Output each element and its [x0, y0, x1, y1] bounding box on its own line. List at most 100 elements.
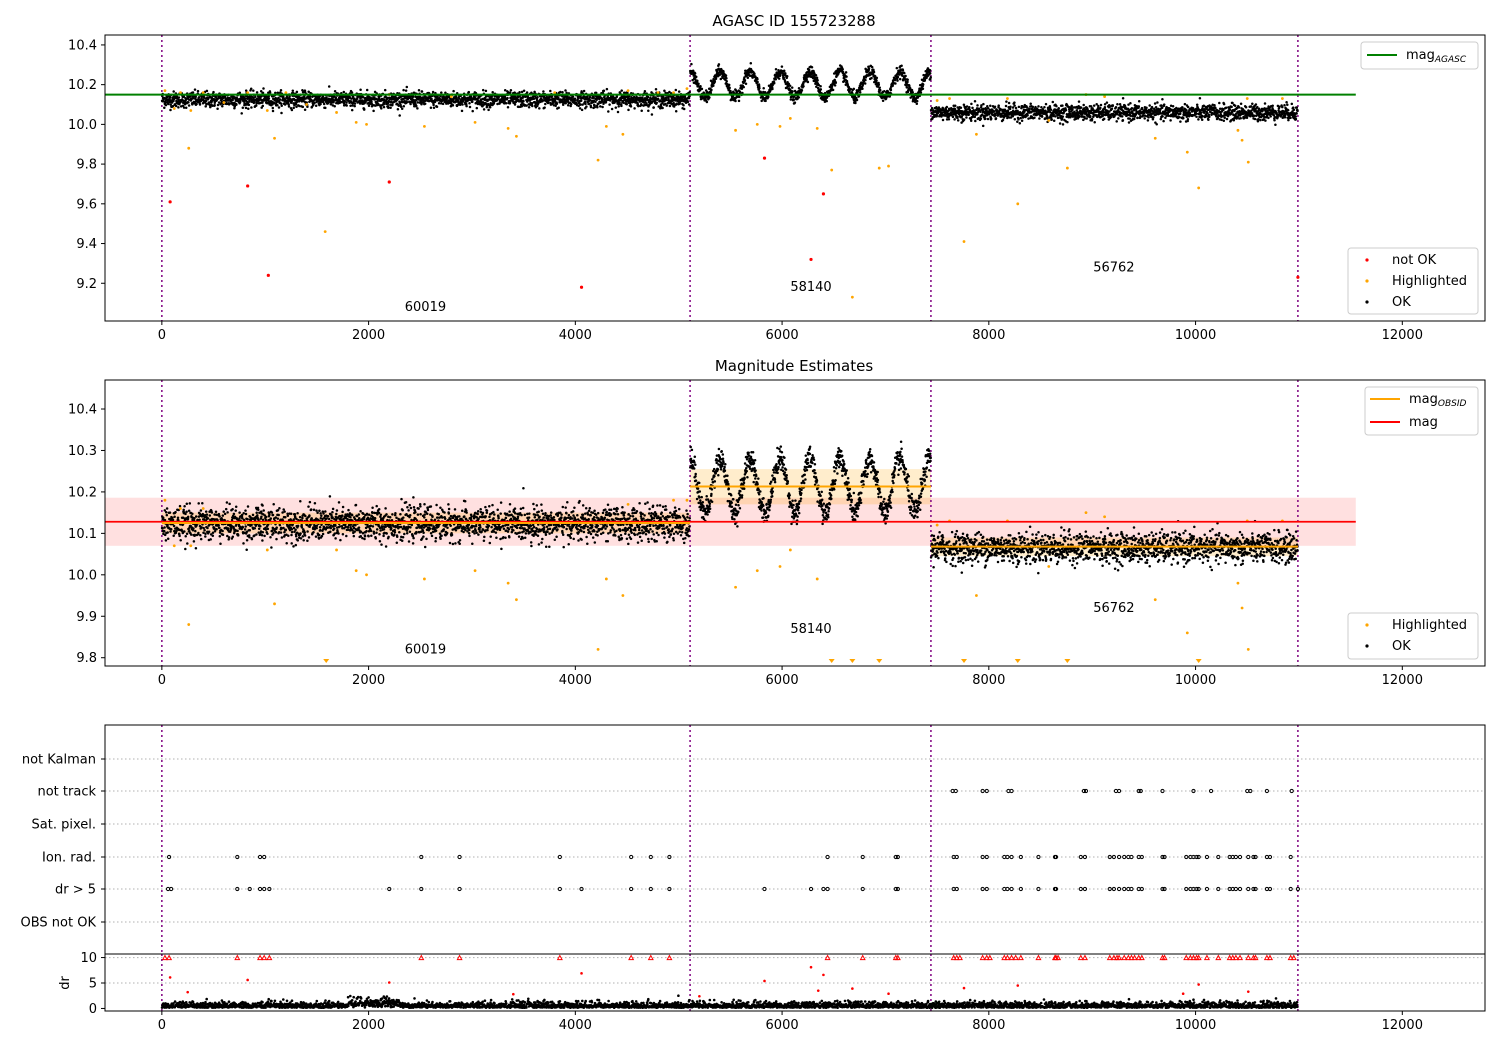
ok-point [858, 90, 862, 94]
ok-point [1061, 115, 1065, 118]
panel-agasc: AGASC ID 155723288 0 2000 4000 6000 8000 1000… [68, 12, 1486, 343]
ok-point [1290, 102, 1294, 106]
ok-point [834, 81, 838, 84]
ok-point [979, 117, 983, 120]
ok-point [984, 117, 987, 120]
ok-point [965, 105, 969, 108]
ok-point [308, 95, 312, 99]
ok-point [784, 72, 787, 75]
ok-point [965, 116, 968, 119]
ok-point [802, 84, 805, 88]
ok-point [867, 67, 871, 70]
ok-point [1055, 104, 1058, 108]
ok-point [522, 89, 526, 92]
ok-point [948, 108, 951, 112]
ok-point [1130, 107, 1134, 110]
ok-point [875, 79, 878, 82]
ok-point [508, 91, 512, 94]
ok-point [261, 91, 265, 95]
ok-point [279, 102, 283, 105]
ok-point [696, 79, 699, 83]
ok-point [1160, 104, 1163, 107]
ok-point [1185, 109, 1188, 112]
ok-point [904, 74, 907, 78]
ok-point [205, 102, 208, 106]
ok-point [1085, 117, 1088, 120]
ok-point [429, 106, 433, 110]
ok-point [674, 109, 678, 113]
ok-point [306, 105, 309, 109]
ok-point [814, 73, 818, 77]
ok-point [878, 88, 882, 92]
ok-point [274, 91, 277, 95]
ok-point [790, 86, 794, 89]
ok-point [982, 102, 985, 106]
ok-point [440, 91, 443, 94]
ok-point [960, 115, 964, 119]
ok-point [1001, 118, 1005, 122]
ok-point [1218, 101, 1221, 105]
ok-point [599, 105, 602, 108]
ok-point [976, 104, 979, 107]
ok-point [665, 104, 668, 107]
ok-point [710, 88, 713, 92]
ok-point [301, 105, 305, 109]
ok-point [206, 97, 210, 101]
ok-point [1171, 105, 1175, 108]
ok-point [894, 82, 897, 85]
ok-point [607, 110, 610, 113]
ok-point [365, 88, 369, 92]
ok-point [1103, 105, 1107, 109]
ok-point [1005, 100, 1008, 103]
ok-point [620, 104, 623, 108]
ok-point [1114, 105, 1118, 109]
ok-point [1239, 102, 1243, 106]
ok-point [307, 90, 310, 94]
ok-point [800, 88, 804, 92]
ok-point [259, 90, 263, 93]
ok-point [1225, 117, 1229, 121]
panel-agasc-title: AGASC ID 155723288 [712, 12, 875, 30]
ok-point [164, 101, 167, 104]
ok-point [1232, 119, 1236, 122]
ok-point [163, 106, 166, 109]
ok-point [1186, 118, 1190, 121]
ok-point [616, 110, 620, 114]
ok-point [1271, 104, 1274, 108]
ok-point [743, 78, 747, 82]
ok-point [196, 89, 200, 93]
ok-point [989, 117, 993, 120]
ok-point [247, 103, 251, 107]
ok-point [725, 80, 728, 83]
ok-point [555, 102, 559, 105]
ok-point [543, 106, 546, 109]
ok-point [1295, 106, 1299, 109]
ok-point [213, 103, 216, 107]
ok-point [216, 103, 220, 107]
ok-point [1237, 106, 1241, 109]
ok-point [1007, 101, 1011, 105]
ok-point [460, 109, 464, 113]
ok-point [1195, 112, 1198, 115]
ok-point [928, 68, 932, 72]
ok-point [682, 104, 685, 107]
ok-point [807, 68, 811, 72]
ok-point [764, 99, 767, 103]
ok-point [791, 90, 794, 93]
ok-point [903, 71, 906, 75]
ok-point [1253, 117, 1257, 121]
ok-point [1182, 116, 1185, 120]
ok-point [841, 67, 844, 71]
ok-point [728, 86, 731, 90]
ok-point [593, 105, 597, 109]
ok-point [1038, 117, 1041, 120]
ok-point [277, 96, 280, 100]
ok-point [298, 104, 301, 108]
ok-point [1199, 111, 1203, 115]
ok-point [402, 88, 405, 92]
ok-point [1129, 102, 1132, 105]
ok-point [1137, 105, 1141, 108]
ok-point [324, 106, 327, 110]
ok-point [953, 118, 956, 121]
